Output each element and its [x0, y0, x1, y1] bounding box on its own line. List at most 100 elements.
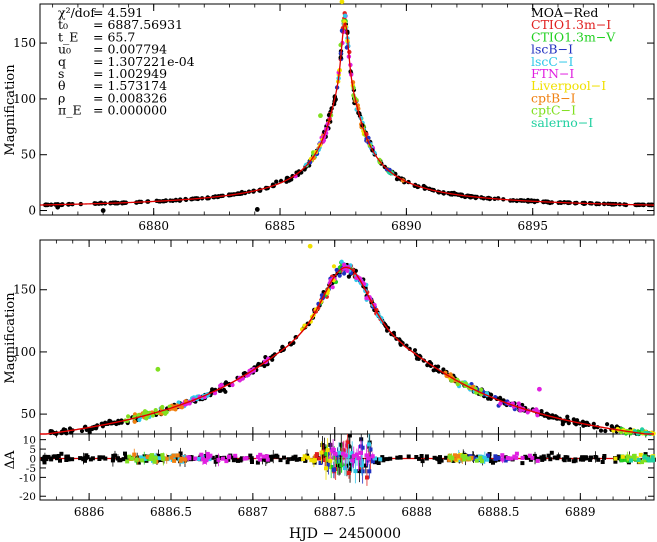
residual-point — [552, 455, 557, 460]
residual-point — [523, 454, 528, 459]
residual-point — [303, 458, 308, 463]
residual-point — [395, 455, 400, 460]
residual-point — [406, 454, 411, 459]
residual-point — [40, 456, 45, 461]
residual-y-axis-label: ΔA — [3, 450, 18, 469]
residual-point — [329, 465, 334, 469]
residual-point — [452, 453, 457, 458]
residual-point — [634, 456, 639, 461]
residual-point — [84, 455, 89, 460]
residual-point — [347, 433, 352, 438]
residual-point — [275, 454, 280, 459]
residual-point — [339, 462, 344, 467]
residual-point — [157, 456, 162, 461]
residual-point — [367, 442, 371, 447]
residual-point — [619, 458, 624, 463]
residual-point — [539, 455, 544, 460]
data-point — [330, 285, 335, 290]
residual-point — [178, 458, 183, 463]
residual-point — [174, 456, 179, 461]
residual-point — [370, 454, 375, 459]
residual-point — [164, 456, 169, 461]
data-point — [448, 372, 453, 377]
data-point — [575, 418, 580, 423]
residual-point — [358, 450, 363, 455]
residual-point — [381, 458, 386, 463]
residual-point — [628, 456, 633, 460]
residual-point — [388, 456, 393, 461]
residual-point — [70, 457, 75, 462]
data-point — [603, 428, 608, 434]
x-tick-label: 6890 — [391, 219, 422, 233]
residual-point — [130, 456, 134, 461]
residual-point — [626, 458, 631, 463]
residual-point — [578, 457, 583, 462]
residual-point — [613, 456, 618, 461]
residual-point — [178, 451, 183, 456]
zoom-y-axis-label: Magnification — [3, 292, 18, 384]
data-point — [414, 356, 420, 361]
y-tick-label: -5 — [26, 463, 36, 475]
residual-point — [373, 456, 377, 461]
residual-point — [221, 456, 225, 461]
residual-point — [324, 451, 329, 456]
residual-point — [650, 455, 655, 460]
residual-point — [589, 455, 593, 460]
residual-point — [65, 454, 70, 459]
data-point — [342, 13, 348, 18]
residual-point — [456, 454, 461, 459]
data-point — [337, 273, 342, 278]
fit-parameter-value: = 1.307221e-04 — [93, 54, 195, 69]
residual-point — [172, 458, 177, 463]
residual-point — [417, 456, 421, 461]
residual-point — [527, 453, 532, 458]
residual-point — [186, 455, 191, 460]
residual-point — [364, 453, 369, 458]
residual-point — [236, 458, 240, 463]
residual-point — [249, 456, 254, 461]
data-point — [79, 428, 85, 434]
residual-point — [542, 456, 547, 461]
residual-point — [533, 456, 537, 461]
residual-point — [505, 456, 510, 460]
residual-point — [356, 456, 361, 461]
residual-point — [520, 455, 525, 460]
residual-point — [350, 451, 355, 456]
residual-panel-frame — [39, 433, 655, 501]
residual-point — [224, 459, 229, 464]
residual-point — [258, 452, 263, 457]
residual-point — [59, 451, 64, 456]
residual-point — [535, 458, 540, 463]
data-point — [98, 200, 104, 205]
residual-point — [503, 455, 508, 460]
residual-point — [260, 457, 265, 462]
residual-point — [494, 456, 498, 461]
residual-point — [354, 452, 359, 457]
residual-point — [602, 455, 606, 460]
residual-point — [638, 452, 643, 457]
residual-point — [482, 455, 487, 460]
residual-point — [348, 461, 353, 466]
y-tick-label: -10 — [19, 472, 36, 484]
legend-entry: CTIO1.3m−V — [531, 29, 616, 44]
residual-point — [573, 458, 578, 463]
fit-parameter-name: π_E — [58, 103, 82, 118]
data-point — [598, 428, 604, 433]
x-tick-label: 6888 — [401, 505, 432, 519]
fit-parameter-value: = 1.573174 — [93, 78, 167, 93]
fit-parameter-name: ρ — [58, 90, 65, 105]
residual-point — [328, 442, 333, 447]
residual-point — [503, 458, 508, 463]
residual-point — [469, 455, 474, 460]
residual-point — [332, 455, 337, 460]
residual-point — [651, 458, 655, 463]
residual-point — [125, 459, 130, 464]
residual-point — [366, 456, 371, 461]
residual-point — [360, 445, 365, 450]
residual-point — [278, 458, 283, 463]
residual-point — [480, 459, 484, 464]
fit-parameter-name: t_E — [58, 29, 78, 44]
residual-point — [153, 455, 158, 460]
residual-point — [206, 455, 211, 460]
